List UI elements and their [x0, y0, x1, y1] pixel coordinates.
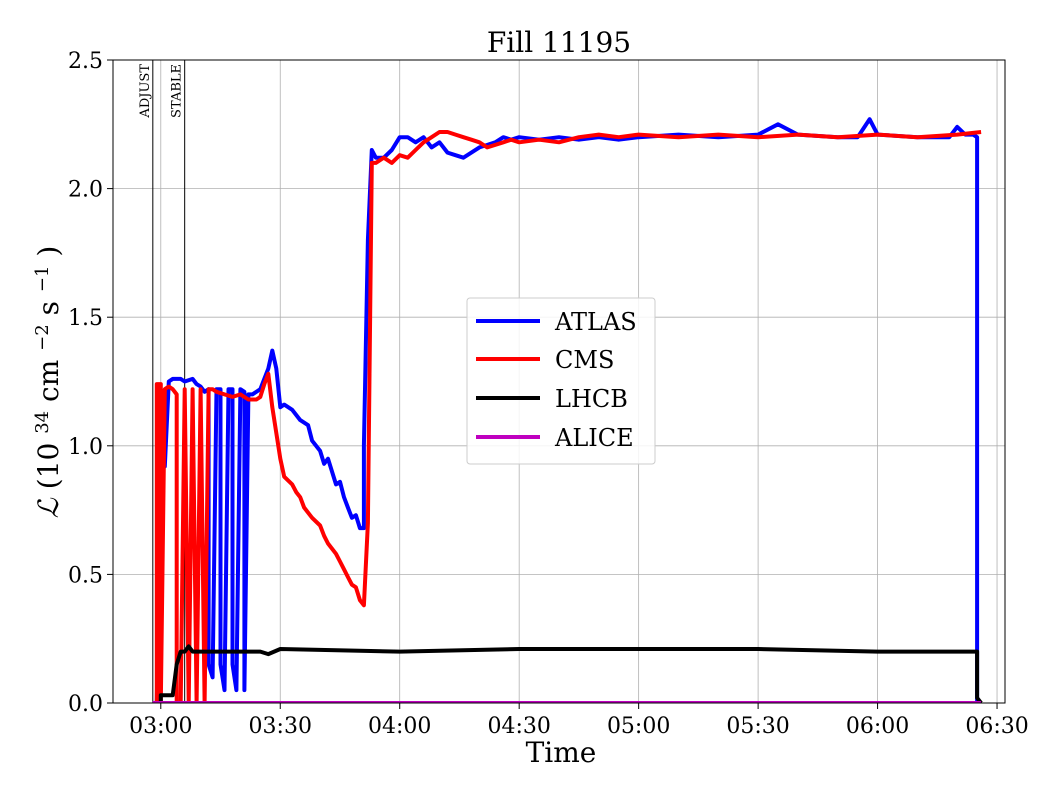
- y-tick-label: 0.0: [68, 692, 103, 717]
- x-tick-label: 06:00: [846, 714, 909, 739]
- y-tick-label: 1.5: [68, 306, 103, 331]
- y-tick-label: 1.0: [68, 435, 103, 460]
- y-axis-label-exp1: 34: [32, 411, 53, 434]
- legend-label-alice: ALICE: [554, 424, 634, 452]
- y-tick-label: 2.0: [68, 178, 103, 203]
- y-axis-label-unit-mid: cm: [32, 360, 65, 402]
- series-line-cms: [154, 130, 982, 703]
- series-line-lhcb: [152, 644, 983, 703]
- x-tick-label: 06:30: [965, 714, 1028, 739]
- legend-label-atlas: ATLAS: [554, 308, 637, 336]
- y-axis-label-exp2: −2: [32, 324, 53, 351]
- x-tick-label: 05:30: [726, 714, 789, 739]
- x-axis-label: Time: [526, 736, 597, 769]
- chart-title: Fill 11195: [487, 26, 631, 59]
- y-axis-label-paren-open: (10: [32, 443, 65, 490]
- phase-marker-label: ADJUST: [138, 64, 153, 119]
- y-axis-label-symbol: ℒ: [32, 497, 65, 518]
- x-tick-label: 04:30: [487, 714, 550, 739]
- y-tick-label: 2.5: [68, 49, 103, 74]
- x-tick-label: 05:00: [607, 714, 670, 739]
- legend-label-lhcb: LHCB: [555, 385, 628, 413]
- y-axis-label: ℒ (10 34 cm −2 s −1 ): [22, 246, 65, 519]
- x-tick-label: 03:00: [129, 714, 192, 739]
- y-axis-label-paren-close: ): [32, 246, 65, 257]
- legend-label-cms: CMS: [555, 346, 614, 374]
- series-lines: [152, 117, 983, 703]
- y-axis-ticks: 0.0 0.5 1.0 1.5 2.0 2.5: [68, 49, 113, 717]
- legend: ATLAS CMS LHCB ALICE: [466, 297, 656, 465]
- x-tick-label: 03:30: [249, 714, 312, 739]
- phase-marker-label: STABLE: [170, 64, 185, 118]
- y-tick-label: 0.5: [68, 563, 103, 588]
- x-axis-ticks: 03:00 03:30 04:00 04:30 05:00 05:30 06:00 06:30: [129, 703, 1029, 739]
- plot-frame: [112, 59, 1006, 704]
- y-axis-label-unit-end: s: [32, 301, 65, 315]
- y-axis-label-exp3: −1: [32, 266, 53, 293]
- x-tick-label: 04:00: [368, 714, 431, 739]
- legend-box: [466, 297, 656, 465]
